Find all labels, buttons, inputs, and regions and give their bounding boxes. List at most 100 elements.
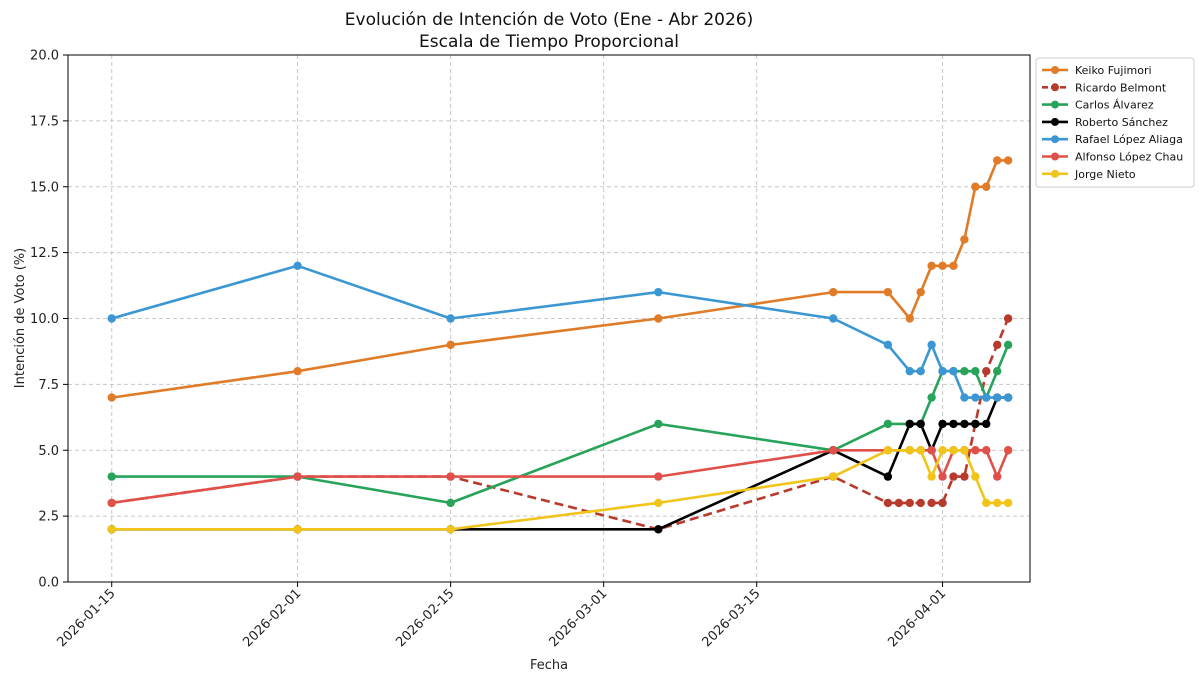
- data-point: [971, 367, 980, 376]
- legend-item: Ricardo Belmont: [1042, 81, 1167, 94]
- data-point: [949, 472, 958, 481]
- data-point: [1003, 446, 1013, 455]
- data-point: [971, 472, 980, 481]
- legend: Keiko Fujimori Ricardo Belmont Carlos Álva…: [1035, 57, 1195, 188]
- data-point: [293, 472, 302, 481]
- data-point: [446, 340, 455, 350]
- x-tick-label: 2026-02-01: [240, 586, 304, 650]
- axis-ticks: 0.0 2.5 5.0 7.5 10.0 12.5 15.0 17.5 20.0 2026-01-…: [30, 49, 949, 651]
- legend-label: Alfonso López Chau: [1075, 151, 1183, 164]
- data-point: [982, 498, 991, 508]
- data-point: [905, 367, 914, 376]
- data-point: [446, 525, 455, 534]
- data-point: [971, 419, 980, 429]
- legend-item: Rafael López Aliaga: [1042, 133, 1183, 146]
- data-point: [829, 314, 838, 323]
- data-point: [982, 367, 991, 376]
- x-axis-label: Fecha: [530, 658, 568, 673]
- data-point: [1003, 498, 1013, 508]
- series-4: [107, 393, 1013, 534]
- series-line: [111, 264, 1009, 399]
- data-point: [982, 446, 991, 455]
- data-point: [993, 393, 1002, 402]
- data-point: [993, 498, 1002, 508]
- data-point: [1003, 156, 1013, 165]
- y-tick-label: 10.0: [30, 312, 59, 327]
- legend-swatch-marker: [1051, 169, 1059, 178]
- data-point: [1003, 393, 1013, 402]
- data-point: [982, 182, 991, 191]
- legend-label: Rafael López Aliaga: [1075, 133, 1183, 146]
- data-point: [654, 419, 663, 429]
- data-point: [916, 419, 925, 429]
- data-point: [829, 472, 838, 481]
- legend-swatch-marker: [1051, 117, 1059, 126]
- data-point: [293, 261, 302, 270]
- data-point: [927, 472, 936, 481]
- series-line: [111, 448, 1010, 505]
- series-5: [107, 261, 1013, 402]
- legend-label: Carlos Álvarez: [1075, 99, 1154, 112]
- series-1: [107, 156, 1013, 402]
- data-point: [916, 498, 925, 508]
- data-point: [927, 261, 936, 270]
- data-point: [927, 340, 936, 350]
- data-point: [654, 472, 663, 481]
- data-point: [982, 419, 991, 429]
- data-point: [107, 472, 116, 481]
- data-point: [654, 525, 663, 534]
- series-2: [107, 314, 1013, 534]
- data-point: [993, 367, 1002, 376]
- data-point: [829, 446, 838, 455]
- legend-item: Keiko Fujimori: [1042, 64, 1152, 77]
- data-point: [107, 314, 116, 323]
- legend-label: Jorge Nieto: [1074, 168, 1136, 181]
- series-line: [111, 344, 1010, 505]
- data-point: [883, 419, 893, 429]
- legend-item: Jorge Nieto: [1042, 168, 1136, 181]
- data-point: [446, 314, 455, 323]
- legend-label: Ricardo Belmont: [1075, 81, 1167, 94]
- data-point: [883, 340, 893, 350]
- legend-swatch-marker: [1051, 83, 1059, 92]
- data-point: [883, 446, 893, 455]
- data-point: [894, 498, 904, 508]
- chart-subtitle: Escala de Tiempo Proporcional: [419, 32, 679, 52]
- x-tick-label: 2026-03-15: [699, 586, 763, 650]
- data-point: [916, 287, 925, 297]
- data-point: [446, 472, 455, 481]
- data-point: [654, 314, 663, 323]
- x-tick-label: 2026-02-15: [393, 586, 457, 650]
- data-point: [107, 525, 116, 534]
- data-point: [949, 419, 958, 429]
- data-point: [927, 498, 936, 508]
- y-axis-label: Intención de Voto (%): [13, 248, 28, 388]
- data-point: [949, 367, 958, 376]
- data-point: [1003, 340, 1013, 350]
- series-line: [111, 448, 1009, 531]
- y-tick-label: 20.0: [30, 49, 59, 64]
- x-tick-label: 2026-03-01: [546, 586, 610, 650]
- data-point: [829, 287, 838, 297]
- data-point: [905, 314, 914, 323]
- data-point: [916, 446, 925, 455]
- data-point: [938, 419, 947, 429]
- data-point: [927, 446, 936, 455]
- data-point: [905, 498, 914, 508]
- y-tick-label: 5.0: [38, 444, 59, 459]
- data-point: [993, 472, 1002, 481]
- legend-swatch-marker: [1051, 135, 1059, 144]
- y-tick-label: 2.5: [38, 510, 59, 525]
- data-point: [107, 498, 116, 508]
- y-tick-label: 12.5: [30, 246, 59, 261]
- data-point: [883, 498, 893, 508]
- data-point: [938, 367, 947, 376]
- data-point: [960, 446, 969, 455]
- data-point: [654, 287, 663, 297]
- series-layer: [107, 156, 1013, 534]
- legend-frame: [1035, 57, 1195, 188]
- data-point: [938, 261, 947, 270]
- series-3: [107, 340, 1013, 508]
- data-point: [960, 472, 969, 481]
